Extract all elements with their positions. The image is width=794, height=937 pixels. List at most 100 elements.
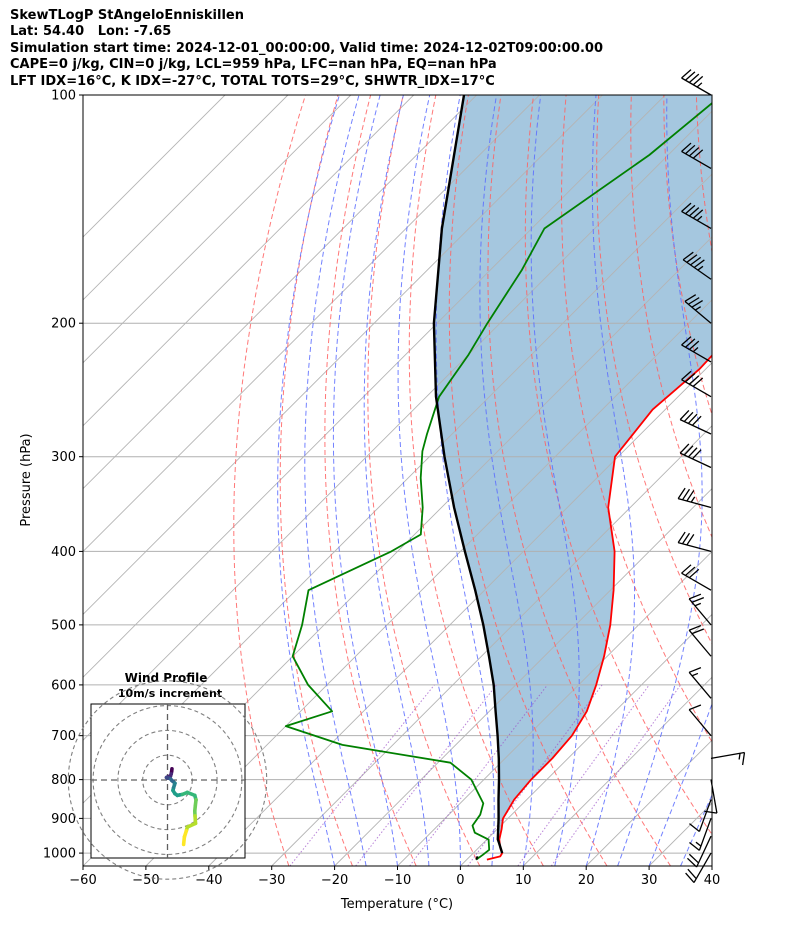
barb-flag-half (694, 602, 702, 607)
dry-adiabat (663, 95, 712, 417)
barb-flag-half (691, 672, 699, 677)
dry-adiabat (487, 95, 672, 866)
barb-flag-full (679, 409, 690, 421)
moist-adiabat (585, 95, 635, 866)
dry-adiabat (279, 95, 353, 866)
barb-flag-full (688, 624, 702, 631)
isotherm-line (83, 95, 352, 364)
barb-flag-half (692, 347, 699, 353)
y-tick-label: 300 (51, 450, 76, 465)
barb-flag-full (691, 628, 705, 635)
isotherm-line (83, 95, 289, 301)
barb-flag-half (695, 841, 702, 847)
moist-adiabat (332, 95, 398, 866)
wind-barb (679, 443, 712, 469)
inset-subtitle: 10m/s increment (118, 687, 222, 700)
barb-flag-full (688, 340, 700, 350)
barb-flag-full (679, 443, 690, 454)
barb-flag-full (687, 413, 698, 424)
barb-flag-full (688, 73, 700, 83)
barb-flag-full (688, 853, 699, 864)
barb-flag-full (687, 868, 697, 880)
stability-indices: LFT IDX=16°C, K IDX=-27°C, TOTAL TOTS=29… (10, 73, 495, 89)
wind-barb (688, 704, 712, 737)
dewpoint-profile-line (284, 102, 712, 861)
isotherm-line (460, 613, 712, 866)
wind-barb (682, 251, 712, 280)
barb-flag-half (690, 496, 696, 503)
isotherm-line (397, 550, 712, 866)
x-tick-label: 0 (456, 873, 464, 888)
hodograph-ring (67, 680, 268, 880)
dry-adiabat (367, 95, 481, 866)
wind-barb (689, 818, 712, 851)
isotherm-line (711, 865, 712, 866)
barb-staff (684, 300, 712, 324)
barb-staff (681, 77, 712, 96)
barb-flag-full (681, 488, 691, 501)
dry-adiabat (560, 95, 712, 743)
barb-flag-full (692, 209, 704, 219)
moist-adiabat (680, 793, 712, 866)
isotherm-line (83, 110, 712, 741)
barb-flag-half (738, 753, 741, 760)
barb-flag-full (685, 373, 696, 383)
dry-adiabat (524, 95, 712, 836)
wind-barb (684, 294, 712, 324)
wind-barb (681, 142, 712, 170)
moist-adiabat (277, 95, 340, 866)
barb-flag-full (688, 375, 700, 385)
barb-staff (681, 210, 712, 230)
inset-title: Wind Profile (125, 671, 208, 685)
y-tick-label: 400 (51, 545, 76, 560)
profile-series-layer (284, 95, 712, 861)
barb-flag-full (692, 377, 704, 387)
barb-flag-full (690, 256, 702, 266)
y-axis-label: Pressure (hPa) (19, 433, 34, 526)
barb-staff (688, 598, 712, 626)
x-tick-label: −30 (258, 873, 285, 888)
barb-flag-full (681, 564, 692, 574)
wind-barb (681, 69, 712, 96)
wind-barb (677, 487, 712, 509)
wind-barb (681, 336, 712, 363)
stability-parameters: CAPE=0 j/kg, CIN=0 j/kg, LCL=959 hPa, LF… (10, 57, 497, 73)
wind-barb (681, 202, 712, 230)
barb-flag-full (689, 841, 700, 851)
axes-ticks-and-labels: Temperature (°C) Pressure (hPa) −60 −50 −4… (19, 89, 720, 913)
barb-staff (710, 751, 745, 760)
barb-flag-full (691, 449, 702, 460)
mixing-ratio-line (289, 684, 435, 866)
x-tick-label: −20 (321, 873, 348, 888)
isotherm-line (83, 95, 540, 553)
x-tick-label: 40 (704, 873, 721, 888)
chart-title-block: SkewTLogP StAngeloEnniskillen Lat: 54.40… (10, 8, 603, 90)
barb-flag-full (682, 251, 694, 261)
y-tick-label: 200 (51, 317, 76, 332)
barb-staff (682, 259, 712, 280)
x-tick-label: −60 (69, 873, 96, 888)
moist-adiabat (617, 95, 703, 866)
barb-flag-full (685, 144, 696, 155)
barb-flag-full (677, 487, 686, 500)
barb-flag-full (691, 597, 705, 603)
barb-flag-full (686, 534, 695, 546)
barb-staff (677, 541, 712, 553)
barb-flag-half (697, 265, 704, 271)
dry-adiabat (596, 95, 712, 645)
barb-flag-full (685, 204, 696, 215)
moist-adiabat (648, 702, 712, 866)
dry-adiabat (233, 95, 306, 866)
wind-barbs-column (677, 69, 746, 883)
wind-barb (688, 624, 712, 657)
barb-flag-full (681, 202, 692, 212)
moist-adiabat (530, 95, 580, 866)
isotherm-line (334, 487, 712, 866)
barb-flag-full (681, 69, 692, 79)
y-tick-label: 100 (51, 89, 76, 104)
simulation-times: Simulation start time: 2024-12-01_00:00:… (10, 40, 603, 56)
wind-barb (681, 370, 712, 398)
barb-staff (681, 150, 712, 170)
isotherm-line (522, 676, 712, 866)
